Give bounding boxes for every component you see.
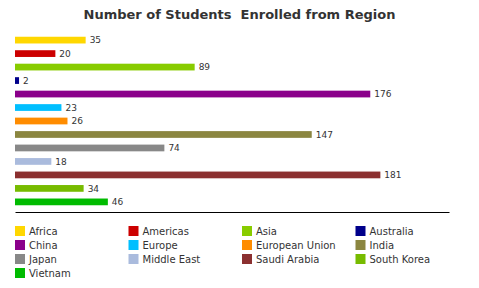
bar [15,131,312,138]
data-label: 34 [88,184,100,194]
data-label: 181 [384,170,401,180]
legend-item: China [15,240,58,251]
bar [15,185,84,192]
legend-label: European Union [256,240,336,251]
data-label: 20 [59,49,71,59]
bar [15,104,61,111]
legend-item: Europe [129,240,178,251]
legend-label: Americas [143,226,189,237]
bar [15,158,51,165]
data-label: 74 [168,143,180,153]
bar [15,118,67,125]
legend: Africa Americas Asia Australia China Europe Eu… [15,226,430,279]
legend-label: India [370,240,395,251]
bar [15,91,370,98]
legend-item: Middle East [129,254,201,265]
x-axis [16,212,450,213]
data-label: 89 [199,62,211,72]
legend-item: Africa [15,226,58,237]
data-label: 176 [374,89,391,99]
data-label: 35 [90,35,101,45]
legend-swatch [242,240,252,250]
data-label: 18 [55,157,67,167]
bar [15,145,164,152]
legend-label: Vietnam [29,268,71,279]
legend-label: South Korea [370,254,431,265]
data-label: 26 [71,116,83,126]
legend-item: Japan [15,254,57,265]
legend-item: Vietnam [15,268,71,279]
legend-swatch [242,254,252,264]
legend-label: China [29,240,58,251]
data-labels: 35 20 89 2 176 23 26 147 74 18 181 34 46 [23,35,402,207]
legend-label: Japan [28,254,57,265]
legend-swatch [129,240,139,250]
data-label: 46 [112,197,124,207]
legend-item: Saudi Arabia [242,254,319,265]
legend-item: Asia [242,226,277,237]
legend-label: Australia [370,226,414,237]
legend-swatch [242,226,252,236]
legend-swatch [15,240,25,250]
data-label: 147 [316,130,333,140]
legend-swatch [15,226,25,236]
bar [15,37,86,44]
legend-label: Middle East [143,254,201,265]
bar [15,50,55,57]
legend-item: Americas [129,226,189,237]
legend-swatch [356,254,366,264]
plot: 35 20 89 2 176 23 26 147 74 18 181 34 46 [15,35,450,212]
legend-label: Europe [143,240,178,251]
bars [15,37,380,206]
legend-item: India [356,240,395,251]
legend-swatch [15,254,25,264]
legend-label: Saudi Arabia [256,254,319,265]
data-label: 23 [65,103,76,113]
legend-swatch [356,240,366,250]
bar [15,172,380,179]
x-axis-line [16,212,450,213]
legend-item: Australia [356,226,414,237]
legend-item: South Korea [356,254,431,265]
title: Number of Students Enrolled from Region [84,7,396,22]
legend-item: European Union [242,240,336,251]
legend-label: Africa [29,226,58,237]
bar [15,77,19,84]
data-label: 2 [23,76,29,86]
legend-label: Asia [256,226,277,237]
legend-swatch [356,226,366,236]
legend-swatch [129,226,139,236]
legend-swatch [129,254,139,264]
chart: Number of Students Enrolled from Region 3… [0,0,479,288]
bar [15,64,195,71]
bar [15,199,108,206]
legend-swatch [15,268,25,278]
